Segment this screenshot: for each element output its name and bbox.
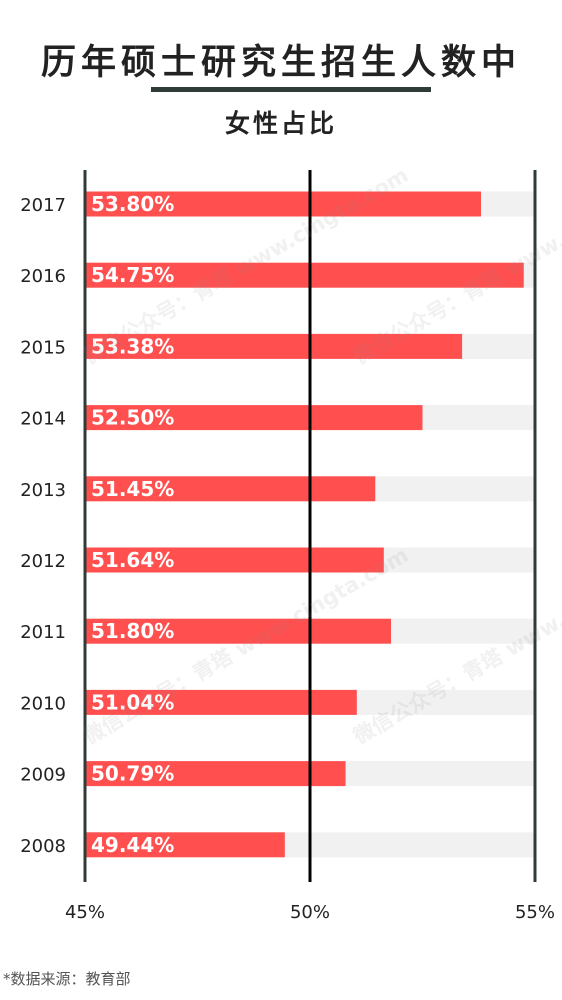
data-label: 52.50% (91, 406, 174, 430)
bar-2017 (85, 191, 481, 217)
data-label: 53.80% (91, 192, 174, 216)
category-label: 2014 (20, 409, 66, 430)
data-label: 50.79% (91, 762, 174, 786)
x-tick-label: 45% (65, 902, 105, 923)
category-label: 2015 (20, 337, 66, 358)
category-label: 2012 (20, 551, 66, 572)
title-underline (151, 87, 431, 92)
bar-chart: 53.80% 54.75% 53.38% 52.50% 51.45% 51.64% 51.8… (20, 170, 555, 923)
bar-2008 (85, 832, 285, 858)
category-label: 2009 (20, 765, 66, 786)
data-label: 49.44% (91, 833, 174, 857)
bar-2016 (85, 262, 524, 288)
category-label: 2010 (20, 693, 66, 714)
chart-title: 历年硕士研究生招生人数中 (40, 43, 521, 83)
category-label: 2011 (20, 622, 66, 643)
data-label: 51.64% (91, 548, 174, 572)
category-label: 2016 (20, 266, 66, 287)
bar-2014 (85, 405, 423, 431)
category-label: 2013 (20, 480, 66, 501)
data-label: 53.38% (91, 334, 174, 358)
data-label: 51.80% (91, 619, 174, 643)
x-tick-label: 55% (515, 902, 555, 923)
chart-subtitle: 女性占比 (224, 109, 337, 138)
x-tick-label: 50% (290, 902, 330, 923)
bar-2015 (85, 333, 463, 359)
source-footnote: *数据来源：教育部 (3, 970, 131, 988)
bar-2011 (85, 618, 391, 644)
bar-2012 (85, 547, 384, 573)
category-label: 2017 (20, 195, 66, 216)
bar-2013 (85, 476, 376, 502)
data-label: 54.75% (91, 263, 174, 287)
category-label: 2008 (20, 836, 66, 857)
data-label: 51.45% (91, 477, 174, 501)
bar-2009 (85, 761, 346, 787)
data-label: 51.04% (91, 690, 174, 714)
